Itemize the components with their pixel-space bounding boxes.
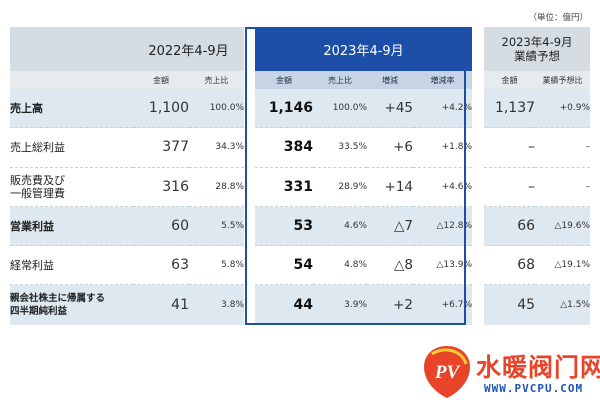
row-label: 売上高 — [10, 89, 133, 129]
row-label: 販売費及び 一般管理費 — [10, 168, 133, 207]
watermark-brand: 水暖阀门网 — [476, 353, 600, 382]
corner-cell — [10, 27, 133, 71]
svg-text:PV: PV — [434, 362, 461, 383]
row-label: 売上総利益 — [10, 128, 133, 168]
table-row: 販売費及び 一般管理費 316 28.8% 331 28.9% +14 +4.6… — [10, 167, 591, 207]
period-2023-header: 2023年4-9月 — [255, 27, 473, 71]
table-row: 売上高 1,100 100.0% 1,146 100.0% +45 +4.2% … — [10, 89, 591, 129]
col-amount-forecast: 金額 — [484, 71, 536, 89]
forecast-header: 2023年4-9月 業績予想 — [484, 27, 591, 71]
col-vs-forecast: 業績予想比 — [535, 71, 591, 89]
table-row: 親会社株主に帰属する 四半期純利益 41 3.8% 44 3.9% +2 +6.… — [10, 285, 591, 325]
unit-note: （単位：億円） — [528, 13, 588, 23]
row-label: 経常利益 — [10, 246, 133, 286]
table-row: 経常利益 63 5.8% 54 4.8% △8 △13.9% 68 △19.1% — [10, 246, 591, 286]
col-ratio-2022: 売上比 — [189, 71, 245, 89]
table-row: 売上総利益 377 34.3% 384 33.5% +6 +1.8% – – — [10, 128, 591, 168]
pv-logo-icon: PV — [424, 346, 470, 398]
row-label: 親会社株主に帰属する 四半期純利益 — [10, 285, 133, 325]
table-row: 営業利益 60 5.5% 53 4.6% △7 △12.8% 66 △19.6% — [10, 206, 591, 247]
col-ratio-2023: 売上比 — [313, 71, 368, 89]
row-label: 営業利益 — [10, 206, 133, 247]
col-change-rate: 増減率 — [413, 71, 473, 89]
col-amount-2022: 金額 — [133, 71, 189, 89]
period-2022-header: 2022年4-9月 — [133, 27, 245, 71]
col-change: 増減 — [367, 71, 414, 89]
watermark-logo: PV 水暖阀门网 WWW.PVCPU.COM — [420, 344, 600, 404]
watermark-url: WWW.PVCPU.COM — [484, 382, 584, 395]
col-amount-2023: 金額 — [255, 71, 314, 89]
financial-results-table: 2022年4-9月 2023年4-9月 2023年4-9月 業績予想 金額 売上… — [10, 27, 591, 325]
